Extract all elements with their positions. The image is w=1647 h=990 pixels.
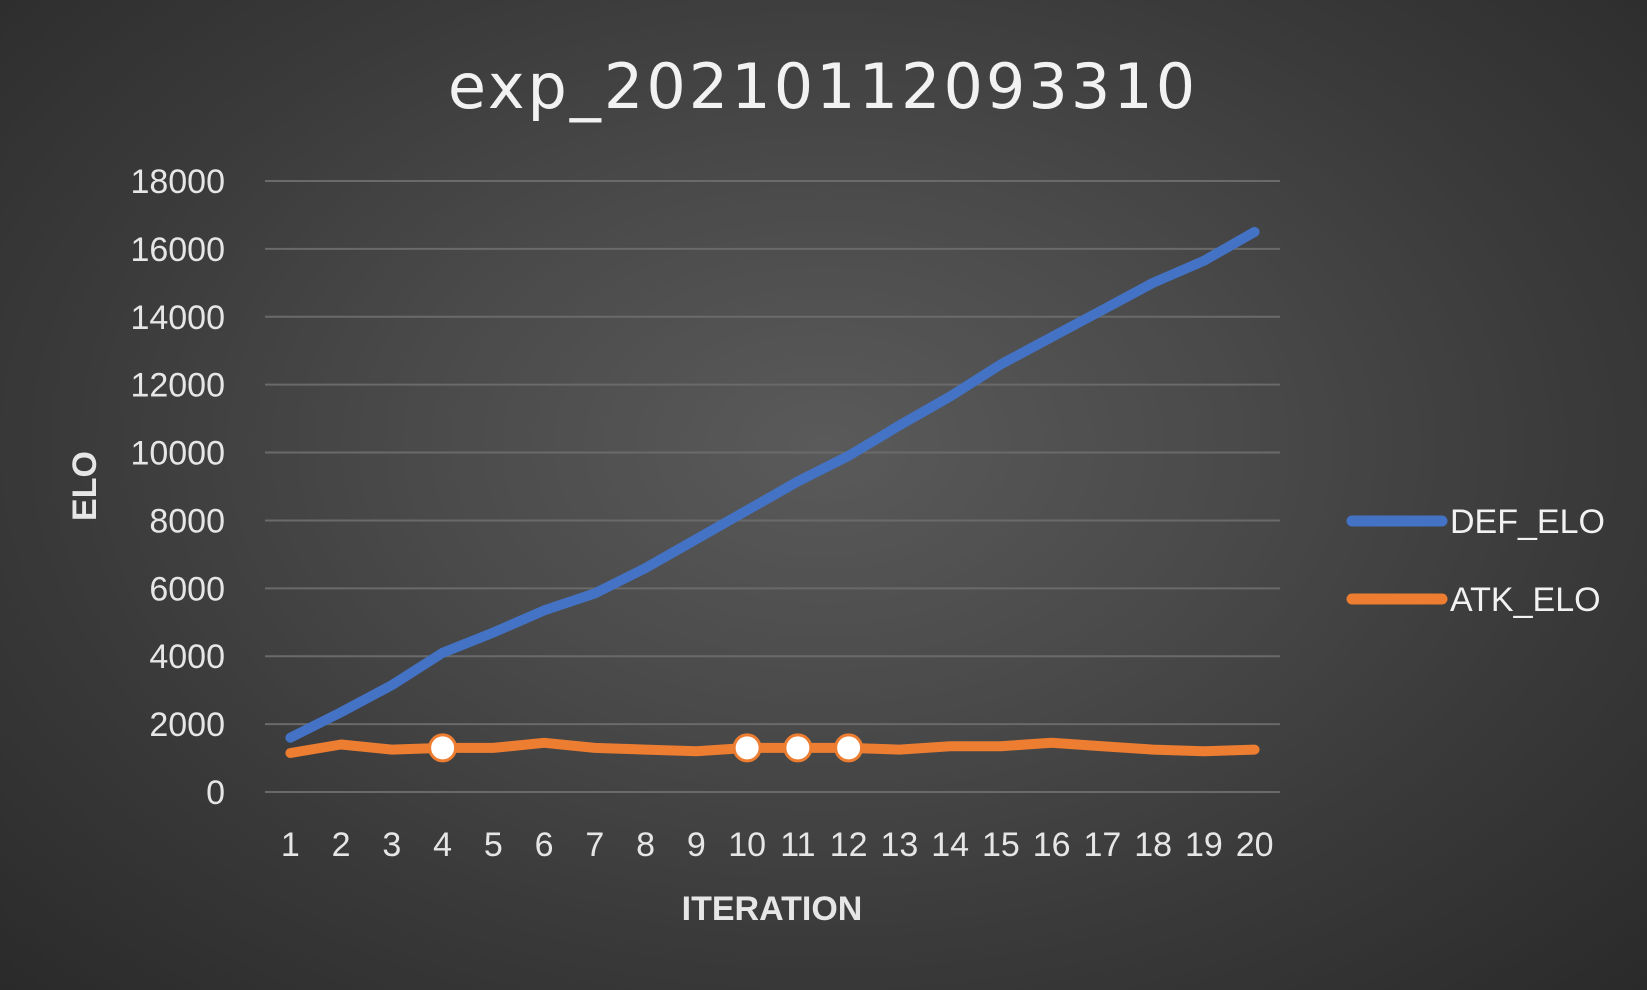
highlight-marker [834,733,864,763]
x-tick-label: 16 [1033,826,1071,864]
y-axis-title: ELO [66,451,104,521]
y-tick-label: 18000 [130,163,225,201]
x-tick-label: 7 [585,826,604,864]
highlight-marker [732,733,762,763]
x-axis-ticks: 1 2 3 4 5 6 7 8 9 10 11 12 13 14 15 16 17 18 19 20 [281,826,1274,864]
x-tick-label: 6 [535,826,554,864]
y-tick-label: 8000 [149,502,225,540]
x-tick-label: 13 [880,826,918,864]
chart-title: exp_20210112093310 [448,50,1198,123]
x-tick-label: 19 [1185,826,1223,864]
x-tick-label: 5 [484,826,503,864]
x-tick-label: 9 [687,826,706,864]
highlight-markers [428,733,864,763]
x-tick-label: 1 [281,826,300,864]
x-tick-label: 20 [1236,826,1274,864]
gridlines [265,180,1280,793]
y-tick-label: 6000 [149,570,225,608]
y-tick-label: 12000 [130,367,225,405]
x-tick-label: 12 [830,826,868,864]
x-tick-label: 3 [382,826,401,864]
y-axis-ticks: 0 2000 4000 6000 8000 10000 12000 14000 16000 180… [130,163,225,812]
legend-label: DEF_ELO [1450,503,1605,541]
x-tick-label: 10 [728,826,766,864]
y-tick-label: 0 [206,774,225,812]
x-tick-label: 17 [1083,826,1121,864]
y-tick-label: 16000 [130,231,225,269]
y-tick-label: 14000 [130,299,225,337]
x-tick-label: 15 [982,826,1020,864]
x-tick-label: 14 [931,826,969,864]
highlight-marker [428,733,458,763]
highlight-marker [783,733,813,763]
series-line-def-elo [285,226,1260,743]
legend-label: ATK_ELO [1450,581,1601,619]
x-tick-label: 4 [433,826,452,864]
y-tick-label: 10000 [130,435,225,473]
y-tick-label: 4000 [149,638,225,676]
x-tick-label: 18 [1134,826,1172,864]
x-tick-label: 8 [636,826,655,864]
x-tick-label: 2 [332,826,351,864]
series-lines [285,226,1260,758]
x-axis-title: ITERATION [682,890,863,928]
legend: DEF_ELO ATK_ELO [1346,503,1605,619]
x-tick-label: 11 [780,826,815,864]
y-tick-label: 2000 [149,706,225,744]
